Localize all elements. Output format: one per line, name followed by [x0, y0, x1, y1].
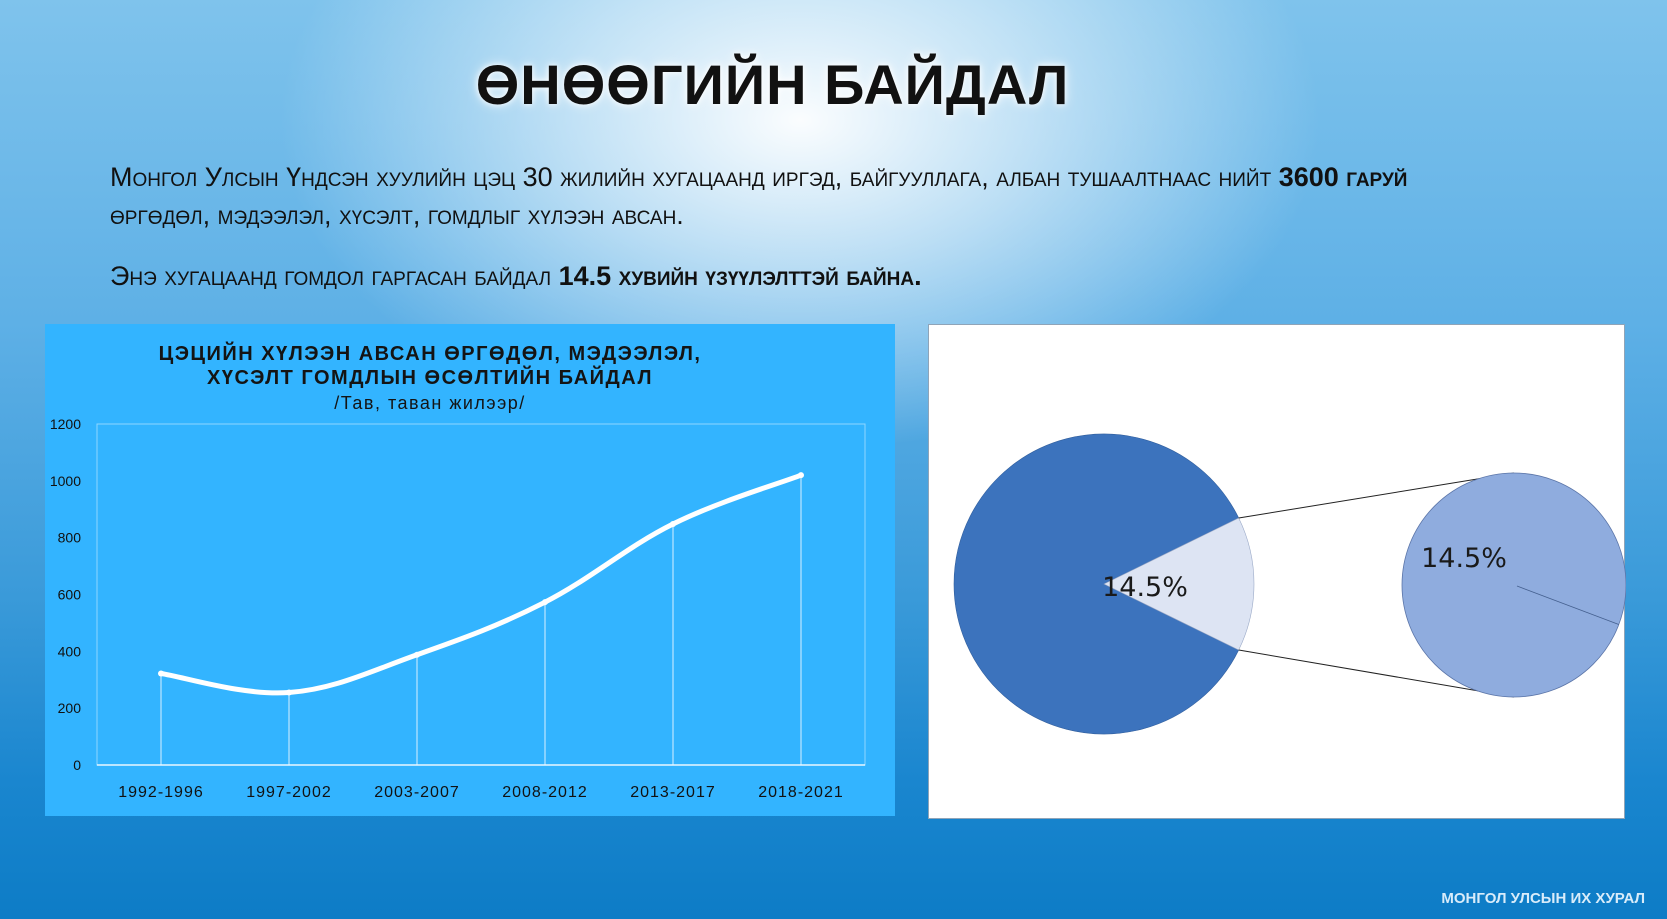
intro-highlight: 3600 гаруй: [1278, 162, 1408, 192]
connector-line-top: [1238, 472, 1515, 519]
data-point: [414, 651, 420, 658]
intro-text-start: Монгол Улсын Үндсэн хуулийн цэц 30 жилий…: [110, 162, 1279, 192]
footer-organization: МОНГОЛ УЛСЫН ИХ ХУРАЛ: [1441, 890, 1645, 907]
summary-highlight: 14.5 хувийн үзүүлэлттэй байна.: [558, 261, 922, 291]
y-tick-label: 0: [73, 757, 81, 773]
slide-title: ӨНӨӨГИЙН БАЙДАЛ: [475, 53, 1070, 116]
y-tick-label: 800: [58, 530, 82, 546]
y-tick-label: 1200: [50, 416, 81, 432]
data-point: [542, 599, 548, 606]
y-tick-label: 1000: [50, 473, 81, 489]
data-point: [798, 472, 804, 479]
x-tick-label: 2008-2012: [502, 784, 588, 801]
line-chart-title-2: ХҮСЭЛТ ГОМДЛЫН ӨСӨЛТИЙН БАЙДАЛ: [207, 365, 653, 389]
data-point: [286, 689, 292, 696]
x-tick-label: 1992-1996: [118, 784, 204, 801]
x-tick-label: 2013-2017: [630, 784, 716, 801]
line-chart-panel: ЦЭЦИЙН ХҮЛЭЭН АВСАН ӨРГӨДӨЛ, МЭДЭЭЛЭЛ, Х…: [45, 324, 895, 816]
pie-slice-small: [1103, 517, 1255, 651]
data-point: [158, 670, 164, 677]
x-tick-label: 2018-2021: [758, 784, 844, 801]
secondary-pie-divider: [1516, 585, 1619, 625]
pie-slice-main: [953, 433, 1240, 735]
secondary-pie: [1401, 472, 1626, 698]
pie-chart-panel: 14.5% 14.5%: [928, 324, 1626, 819]
summary-text-middle: гомдол гаргасан байдал: [284, 261, 559, 291]
secondary-pie-label: 14.5%: [1421, 543, 1507, 574]
plot-area: [96, 423, 866, 766]
line-chart-subtitle: /Тав, таван жилээр/: [334, 393, 526, 413]
series-line: [158, 472, 804, 696]
x-tick-label: 2003-2007: [374, 784, 460, 801]
intro-text-end: өргөдөл, мэдээлэл, хүсэлт, гомдлыг хүлээ…: [110, 200, 684, 230]
connector-line-bottom: [1238, 649, 1515, 698]
x-tick-label: 1997-2002: [246, 784, 332, 801]
y-tick-label: 200: [58, 700, 82, 716]
summary-text-start: Энэ хугацаанд: [110, 261, 285, 291]
line-chart-title-1: ЦЭЦИЙН ХҮЛЭЭН АВСАН ӨРГӨДӨЛ, МЭДЭЭЛЭЛ,: [159, 341, 702, 365]
line-chart: ЦЭЦИЙН ХҮЛЭЭН АВСАН ӨРГӨДӨЛ, МЭДЭЭЛЭЛ, Х…: [50, 341, 866, 801]
pie-of-pie-chart: 14.5% 14.5%: [953, 433, 1626, 735]
summary-paragraph: Энэ хугацаанд гомдол гаргасан байдал 14.…: [110, 257, 1410, 295]
y-tick-label: 400: [58, 643, 82, 659]
pie-slice-label: 14.5%: [1102, 572, 1188, 603]
data-point: [670, 521, 676, 528]
intro-paragraph: Монгол Улсын Үндсэн хуулийн цэц 30 жилий…: [110, 158, 1410, 234]
y-tick-label: 600: [58, 587, 82, 603]
